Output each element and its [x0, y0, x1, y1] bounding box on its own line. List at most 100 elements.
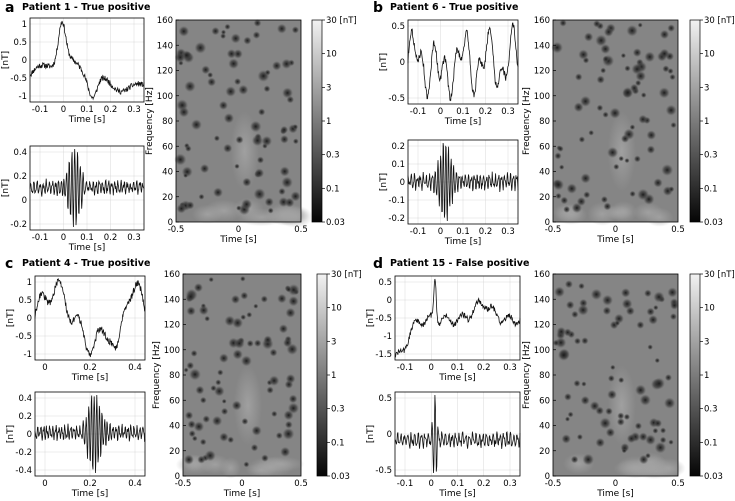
- y-axis-label: Frequency [Hz]: [152, 341, 162, 409]
- y-tick-label: 0.2: [391, 142, 405, 152]
- y-tick-label: -1.5: [375, 350, 392, 360]
- colorbar-tick-label: 0.1: [704, 184, 718, 194]
- spectrogram-speckle: [635, 384, 647, 396]
- spectrogram-speckle: [193, 283, 203, 293]
- spectrogram-speckle: [215, 379, 222, 386]
- spectrogram-speckle: [240, 276, 246, 282]
- colorbar-tick-label: 30 [nT]: [704, 16, 735, 26]
- y-tick-label: 100: [534, 346, 550, 356]
- spectrogram-speckle: [186, 292, 196, 302]
- y-axis-label: [nT]: [1, 51, 11, 69]
- y-axis-label: [nT]: [379, 173, 389, 191]
- spectrogram-speckle: [282, 87, 293, 99]
- x-tick-label: 0.3: [501, 227, 515, 237]
- spectrogram-speckle: [221, 398, 227, 404]
- spectrogram-speckle: [654, 441, 667, 454]
- raw-signal-trace: [29, 20, 145, 101]
- x-tick-label: 0.2: [477, 363, 491, 373]
- colorbar-group: 30 [nT] 10 3 1 0.3 0.1 0.03: [316, 270, 362, 482]
- spectrogram-speckle: [620, 52, 627, 59]
- spectrogram-speckle: [602, 55, 610, 63]
- filtered-plot-frame: [34, 391, 146, 477]
- spectrogram-speckle: [223, 143, 233, 153]
- spectrogram-speckle: [566, 183, 578, 194]
- y-tick-label: -0.2: [388, 214, 405, 224]
- spectrogram-speckle: [292, 138, 299, 145]
- x-tick-label: 0.1: [451, 363, 465, 373]
- spectrogram-speckle: [199, 163, 210, 174]
- spectrogram-speckle: [231, 400, 242, 411]
- spectrogram-speckle: [188, 430, 196, 438]
- colorbar: [311, 19, 323, 223]
- y-tick-label: 0: [168, 218, 173, 228]
- filtered-signal-plot: 0.2 0.1 0 -0.1 -0.2 -0.1 0 0.1 0.2 0.3 Time [s] [nT…: [379, 139, 519, 247]
- x-tick-label: 0.1: [456, 107, 470, 117]
- spectrogram-speckle: [663, 397, 676, 409]
- spectrogram-bright-patch: [233, 365, 262, 446]
- spectrogram-speckle: [624, 65, 631, 72]
- spectrogram-speckle: [664, 374, 673, 382]
- spectrogram-speckle: [596, 75, 605, 84]
- spectrogram-speckle: [183, 454, 194, 465]
- spectrogram-speckle: [218, 353, 229, 364]
- colorbar-tick-label: 0.1: [331, 438, 345, 448]
- spectrogram-speckle: [564, 416, 571, 422]
- spectrogram-speckle: [602, 111, 609, 118]
- spectrogram-speckle: [574, 337, 581, 345]
- spectrogram-speckle: [284, 380, 294, 389]
- spectrogram-speckle: [236, 205, 242, 211]
- spectrogram-speckle: [261, 454, 269, 462]
- x-tick-label: 0.1: [451, 479, 465, 489]
- raw-signal-trace: [34, 278, 146, 358]
- spectrogram-speckle: [207, 77, 217, 87]
- spectrogram-bright-patch: [192, 204, 223, 224]
- spectrogram-speckle: [626, 24, 638, 37]
- spectrogram-speckle: [190, 119, 202, 131]
- spectrogram-speckle: [605, 407, 613, 416]
- x-tick-label: 0: [613, 479, 618, 489]
- spectrogram-speckle: [621, 448, 627, 454]
- spectrogram-speckle: [280, 125, 289, 134]
- y-tick-label: 0.2: [18, 412, 32, 422]
- spectrogram-speckle: [613, 163, 620, 170]
- panel-letter: c: [5, 256, 13, 272]
- y-tick-label: -0.5: [388, 94, 405, 104]
- y-axis-label: [nT]: [6, 309, 16, 327]
- spectrogram-speckle: [638, 114, 648, 124]
- spectrogram-speckle: [185, 145, 192, 152]
- x-axis-label: Time [s]: [596, 489, 634, 499]
- y-tick-label: 60: [539, 396, 550, 406]
- colorbar-tick-label: 0.1: [326, 184, 340, 194]
- y-tick-label: 60: [169, 396, 180, 406]
- y-tick-label: 40: [162, 168, 173, 178]
- colorbar-tick-label: 0.03: [704, 472, 723, 482]
- spectrogram-bright-patch: [632, 202, 664, 223]
- x-tick-label: 0: [438, 227, 443, 237]
- spectrogram-speckle: [659, 436, 667, 444]
- spectrogram-speckle: [576, 433, 584, 441]
- y-tick-label: 80: [539, 117, 550, 127]
- spectrogram-speckle: [600, 43, 611, 55]
- y-axis-label: [nT]: [366, 425, 376, 443]
- x-tick-label: 0.1: [456, 227, 470, 237]
- spectrogram-speckle: [219, 432, 229, 442]
- y-axis-label: [nT]: [379, 53, 389, 71]
- spectrogram-speckle: [238, 84, 249, 95]
- spectrogram-speckle: [207, 72, 214, 78]
- spectrogram-speckle: [670, 301, 679, 310]
- y-tick-label: -1: [384, 332, 392, 342]
- spectrogram-speckle: [213, 135, 220, 142]
- x-tick-label: 0.2: [83, 479, 97, 489]
- x-tick-label: 0.2: [104, 233, 118, 243]
- spectrogram-speckle: [618, 155, 624, 162]
- spectrogram-speckle: [583, 191, 591, 199]
- y-tick-label: -0.5: [15, 332, 32, 342]
- raw-signal-trace: [407, 22, 519, 102]
- spectrogram-speckle: [603, 27, 614, 37]
- spectrogram-speckle: [256, 156, 265, 164]
- raw-plot-frame: [29, 17, 145, 103]
- spectrogram-speckle: [578, 282, 585, 290]
- y-tick-label: 100: [157, 92, 173, 102]
- spectrogram-speckle: [648, 314, 658, 325]
